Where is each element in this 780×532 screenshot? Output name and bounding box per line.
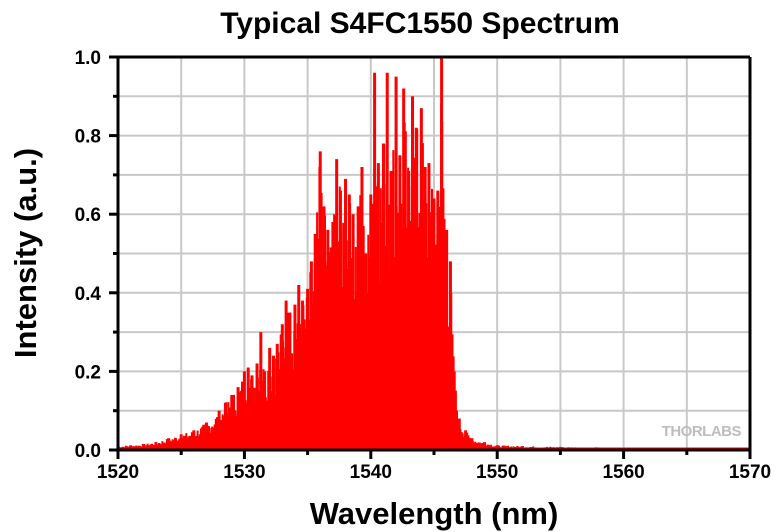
x-tick-label: 1560 — [602, 462, 644, 483]
x-tick-label: 1550 — [476, 462, 518, 483]
x-tick-label: 1570 — [729, 462, 771, 483]
y-axis-label: Intensity (a.u.) — [8, 148, 43, 358]
y-tick-labels: 0.0 0.2 0.4 0.6 0.8 1.0 — [75, 48, 102, 462]
x-axis-label: Wavelength (nm) — [310, 496, 559, 531]
x-tick-labels: 1520 1530 1540 1550 1560 1570 — [97, 462, 771, 483]
y-tick-label: 0.0 — [75, 441, 101, 462]
chart-title: Typical S4FC1550 Spectrum — [220, 7, 620, 40]
thorlabs-watermark: THORLABS — [662, 423, 742, 440]
x-tick-label: 1530 — [223, 462, 265, 483]
y-tick-label: 1.0 — [75, 48, 101, 69]
y-tick-label: 0.6 — [75, 205, 101, 226]
x-tick-label: 1520 — [97, 462, 139, 483]
axes — [109, 55, 752, 459]
y-tick-label: 0.8 — [75, 127, 101, 148]
y-tick-label: 0.2 — [75, 362, 101, 383]
y-tick-label: 0.4 — [75, 284, 102, 305]
x-tick-label: 1540 — [350, 462, 392, 483]
